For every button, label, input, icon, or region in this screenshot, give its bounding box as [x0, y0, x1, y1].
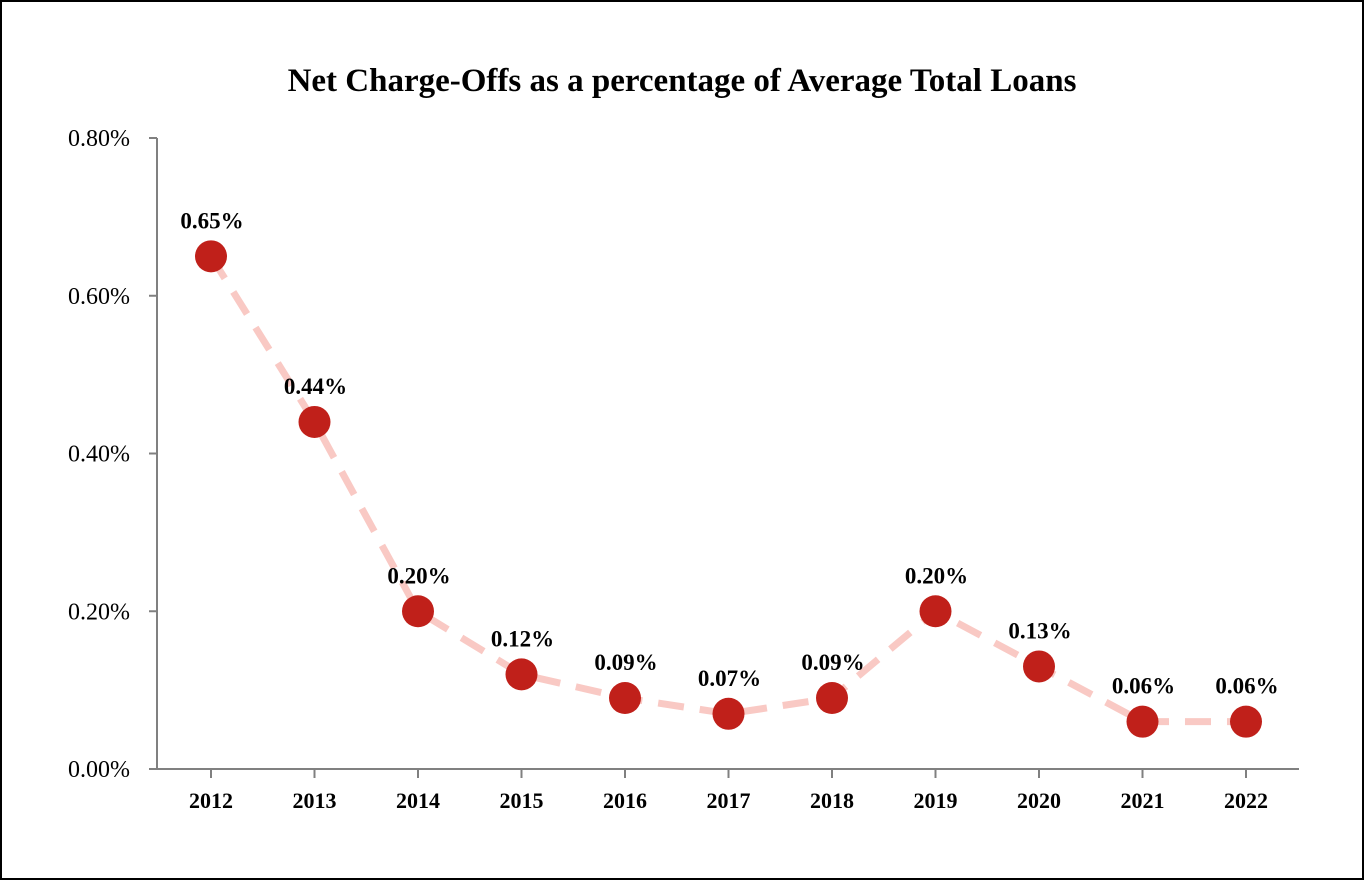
x-tick-label: 2012 [189, 788, 233, 813]
x-tick-label: 2022 [1224, 788, 1268, 813]
x-tick-label: 2014 [396, 788, 440, 813]
y-tick-label: 0.60% [68, 284, 130, 310]
data-label: 0.09% [594, 650, 657, 675]
data-label: 0.06% [1112, 674, 1175, 699]
x-tick-label: 2021 [1121, 788, 1165, 813]
data-point [402, 595, 434, 628]
y-tick-label: 0.00% [68, 757, 130, 783]
data-point [1230, 705, 1262, 738]
data-point [712, 697, 745, 730]
axes: 0.00% 0.20% 0.40% 0.60% 0.80% 2012 2013 2014 201… [68, 126, 1299, 813]
data-point [919, 595, 952, 628]
data-label: 0.65% [180, 208, 243, 233]
y-tick-label: 0.80% [68, 126, 130, 152]
x-tick-label: 2013 [293, 788, 337, 813]
x-tick-label: 2020 [1017, 788, 1061, 813]
data-label: 0.44% [284, 374, 347, 399]
data-label: 0.13% [1008, 618, 1071, 643]
data-label: 0.07% [698, 666, 761, 691]
data-label: 0.06% [1215, 674, 1278, 699]
data-markers [195, 240, 1262, 738]
data-label: 0.20% [905, 563, 968, 588]
y-tick-label: 0.20% [68, 599, 130, 625]
data-labels: 0.65% 0.44% 0.20% 0.12% 0.09% 0.07% 0.09% 0.20%… [180, 208, 1278, 698]
x-tick-label: 2018 [810, 788, 854, 813]
series-path [208, 254, 1246, 726]
data-point [1126, 705, 1159, 738]
data-point [298, 405, 331, 438]
data-label: 0.09% [801, 650, 864, 675]
data-point [609, 682, 641, 715]
series-line [208, 254, 1246, 726]
data-label: 0.12% [491, 626, 554, 651]
x-tick-label: 2015 [500, 788, 544, 813]
x-tick-label: 2016 [603, 788, 647, 813]
data-point [1023, 650, 1055, 683]
data-label: 0.20% [387, 563, 450, 588]
chart-title: Net Charge-Offs as a percentage of Avera… [288, 63, 1077, 99]
data-point [195, 240, 227, 273]
x-tick-label: 2019 [914, 788, 958, 813]
data-point [505, 658, 538, 691]
x-tick-label: 2017 [707, 788, 751, 813]
data-point [816, 682, 848, 715]
y-tick-label: 0.40% [68, 442, 130, 468]
